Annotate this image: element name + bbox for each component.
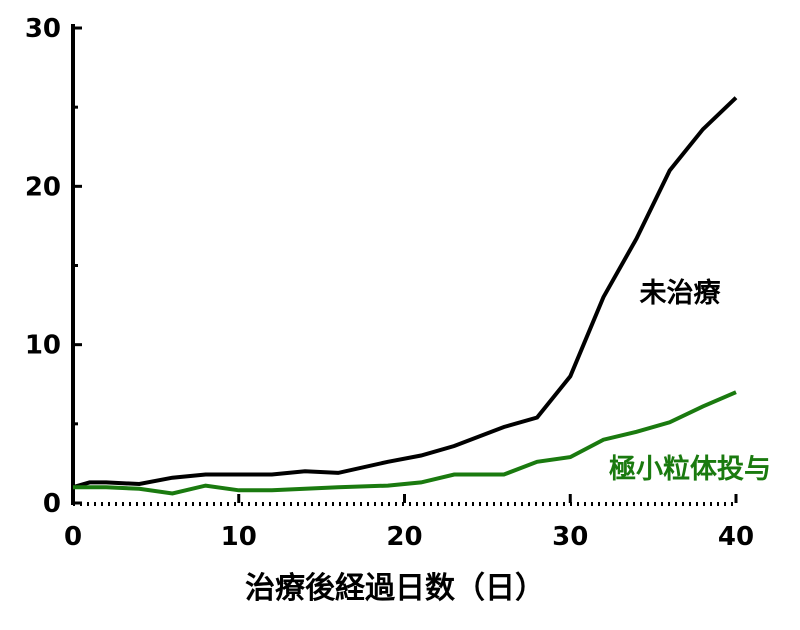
series-line-1: [73, 390, 737, 496]
y-tick-label: 30: [25, 14, 61, 44]
y-tick-label: 20: [25, 172, 61, 202]
x-axis-title: 治療後経過日数（日）: [245, 571, 545, 606]
series-label-1: 極小粒体投与: [609, 454, 771, 485]
series-line-0: [72, 96, 738, 490]
tick-marks: [71, 26, 738, 505]
x-tick-label: 10: [221, 522, 257, 552]
x-tick-label: 40: [718, 522, 754, 552]
x-tick-label: 20: [386, 522, 422, 552]
y-tick-label: 10: [25, 331, 61, 361]
x-tick-label: 0: [64, 522, 82, 552]
series-lines: [72, 96, 738, 496]
tick-labels: 0 10 20 30 0 10 20 30 40: [25, 14, 754, 552]
x-tick-label: 30: [552, 522, 588, 552]
series-label-0: 未治療: [640, 278, 722, 309]
y-tick-label: 0: [43, 489, 61, 519]
